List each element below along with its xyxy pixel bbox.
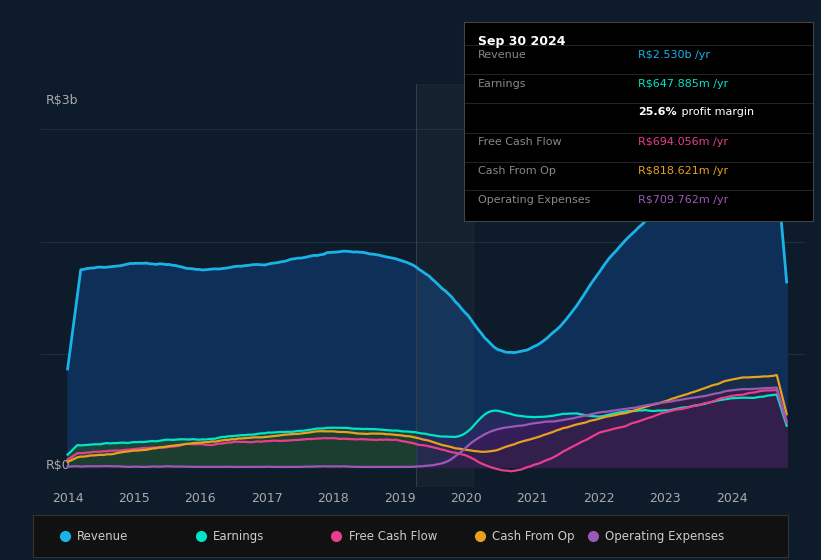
- Text: R$709.762m /yr: R$709.762m /yr: [639, 195, 728, 205]
- Text: Operating Expenses: Operating Expenses: [478, 195, 590, 205]
- Text: 25.6%: 25.6%: [639, 107, 677, 117]
- Bar: [416, 84, 473, 487]
- Text: R$3b: R$3b: [46, 94, 78, 107]
- Text: R$818.621m /yr: R$818.621m /yr: [639, 166, 728, 176]
- Text: R$694.056m /yr: R$694.056m /yr: [639, 137, 728, 147]
- Text: Earnings: Earnings: [213, 530, 264, 543]
- Text: Cash From Op: Cash From Op: [492, 530, 575, 543]
- Text: Operating Expenses: Operating Expenses: [605, 530, 725, 543]
- Text: R$647.885m /yr: R$647.885m /yr: [639, 79, 728, 89]
- Text: Free Cash Flow: Free Cash Flow: [349, 530, 437, 543]
- Text: Sep 30 2024: Sep 30 2024: [478, 35, 566, 48]
- Text: Cash From Op: Cash From Op: [478, 166, 556, 176]
- Text: Free Cash Flow: Free Cash Flow: [478, 137, 562, 147]
- Text: Revenue: Revenue: [478, 50, 526, 60]
- Text: profit margin: profit margin: [678, 107, 754, 117]
- Text: R$2.530b /yr: R$2.530b /yr: [639, 50, 710, 60]
- Text: R$0: R$0: [46, 459, 71, 472]
- Text: Revenue: Revenue: [76, 530, 128, 543]
- Text: Earnings: Earnings: [478, 79, 526, 89]
